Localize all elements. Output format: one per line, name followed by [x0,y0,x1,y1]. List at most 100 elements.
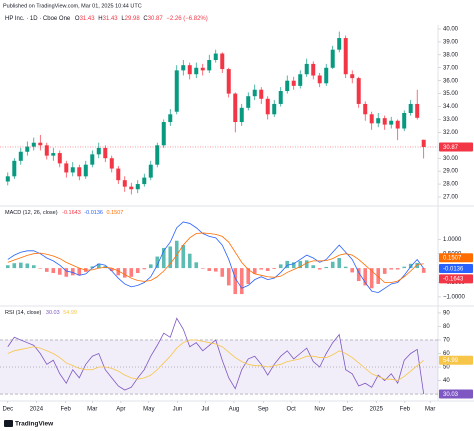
histogram-bar [239,268,244,295]
histogram-bar [369,268,374,289]
macd-line [7,232,424,283]
candle-body [122,180,127,187]
candle-body [324,67,329,84]
x-tick-label: Aug [229,407,240,413]
candle-body [272,103,277,115]
candle-body [161,122,166,146]
histogram-bar [356,268,361,282]
histogram-bar [324,266,329,269]
rsi-value-box: 54.99 [439,355,473,365]
y-tick-label: 39.00 [443,40,459,46]
candle-body [103,147,108,159]
x-tick-label: Nov [314,407,325,413]
histogram-bar [389,268,394,270]
candle-body [421,139,426,147]
candle-body [57,153,62,164]
y-tick-label: 27.00 [443,195,459,201]
candle-body [337,38,342,50]
histogram-bar [77,268,82,276]
histogram-bar [96,263,101,269]
candle-body [291,80,296,86]
histogram-bar [70,268,75,276]
histogram-bar [304,260,309,269]
y-tick-label: 29.00 [443,169,459,175]
histogram-bar [168,246,173,269]
y-tick-label: 50 [443,365,450,371]
candle-body [116,168,121,181]
histogram-bar [109,268,114,271]
candle-body [304,63,309,75]
macd-value-box-bg [439,263,473,273]
legend-h: H [98,16,102,22]
candle-body [174,70,179,112]
y-tick-label: 35.00 [443,91,459,97]
candle-body [135,184,140,190]
x-tick-label: Apr [116,407,125,413]
candle-body [252,89,257,97]
histogram-bar [18,262,23,269]
histogram-bar [148,264,153,269]
histogram-bar [161,247,166,269]
histogram-bar [382,268,387,274]
rsi-value-box-label: 54.99 [443,358,459,364]
candle-body [233,93,238,123]
rsi-value-box-bg [439,355,473,365]
legend-change: −2.26 (−6.82%) [166,16,207,22]
rsi-value-box: 30.03 [439,389,473,399]
histogram-bar [155,256,160,269]
legend-low: 29.98 [125,16,141,22]
histogram-bar [200,268,205,269]
candle-body [51,153,56,156]
histogram-bar [64,268,69,277]
macd-line [7,221,425,294]
legend-high: 31.43 [103,16,119,22]
histogram-bar [337,258,342,269]
candle-body [363,103,368,115]
histogram-bar [395,268,400,270]
candle-body [226,69,231,94]
histogram-bar [311,265,316,269]
x-tick-label: Sep [258,407,269,413]
histogram-bar [376,268,381,284]
x-tick-label: Mar [87,407,97,413]
last-price-box: 30.87 [439,142,473,152]
histogram-bar [31,265,36,269]
x-tick-label: Oct [286,407,296,413]
candle-body [376,118,381,124]
x-tick-label: May [143,407,154,413]
candle-body [343,38,348,75]
y-tick-label: 28.00 [443,182,459,188]
y-tick-label: 60 [443,351,450,357]
candle-body [83,164,88,177]
histogram-bar [181,245,186,269]
macd-value-box-label: -0.0136 [443,266,464,272]
candle-body [31,142,36,147]
y-tick-label: 70 [443,338,450,344]
candle-body [38,142,43,146]
histogram-bar [272,268,277,269]
candle-body [90,154,95,165]
candle-body [194,67,199,75]
logo: TradingView [4,420,54,428]
histogram-bar [415,262,420,269]
y-tick-label: 40.00 [443,27,459,33]
candle-body [369,114,374,124]
x-tick-label: Jul [202,407,210,413]
legend-close: 30.87 [148,16,164,22]
histogram-bar [213,268,218,272]
candle-body [259,89,264,99]
y-tick-label: 90 [443,311,450,317]
y-tick-label: −1.0000 [443,295,466,301]
macd-legend: MACD (12, 26, close) -0.1643 -0.0136 0.1… [5,210,123,216]
rsi-value-box-bg [439,389,473,399]
histogram-bar [12,263,17,269]
legend-o: O [75,16,80,22]
candle-body [350,74,355,79]
logo-icon [4,420,13,427]
candle-body [168,114,173,123]
candle-body [278,91,283,104]
candle-body [5,176,10,182]
candle-body [18,151,23,161]
